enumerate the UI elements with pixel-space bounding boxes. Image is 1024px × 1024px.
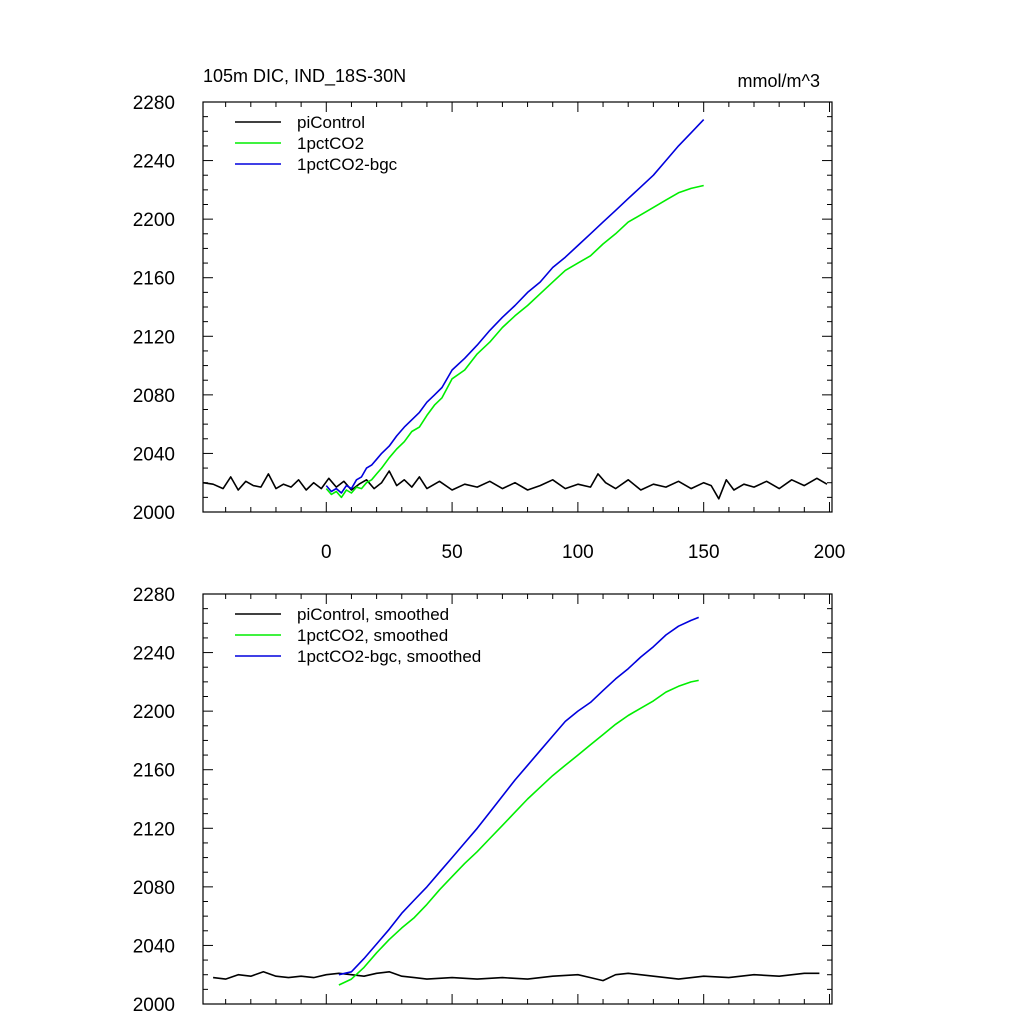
y-tick-label: 2280 bbox=[133, 93, 175, 114]
x-tick-label: 150 bbox=[688, 542, 720, 563]
x-tick-label: 50 bbox=[442, 542, 463, 563]
y-tick-label: 2240 bbox=[133, 644, 175, 665]
legend-label: 1pctCO2-bgc, smoothed bbox=[297, 647, 481, 666]
y-tick-label: 2200 bbox=[133, 702, 175, 723]
units-label: mmol/m^3 bbox=[738, 71, 820, 91]
y-tick-label: 2280 bbox=[133, 585, 175, 606]
legend-label: 1pctCO2 bbox=[297, 134, 364, 153]
y-tick-label: 2200 bbox=[133, 210, 175, 231]
legend-label: piControl bbox=[297, 113, 365, 132]
series-line-1pctco2-bgc-smoothed bbox=[338, 616, 699, 976]
series-line-picontrol-smoothed bbox=[213, 970, 820, 982]
y-tick-label: 2240 bbox=[133, 152, 175, 173]
legend-label: piControl, smoothed bbox=[297, 605, 449, 624]
y-tick-label: 2040 bbox=[133, 936, 175, 957]
series-line-picontrol bbox=[202, 470, 828, 500]
y-tick-label: 2160 bbox=[133, 761, 175, 782]
x-tick-label: 0 bbox=[321, 542, 332, 563]
y-tick-label: 2080 bbox=[133, 878, 175, 899]
y-tick-label: 2160 bbox=[133, 269, 175, 290]
x-tick-label: 200 bbox=[814, 542, 846, 563]
y-tick-label: 2120 bbox=[133, 327, 175, 348]
series-line-1pctco2 bbox=[325, 184, 704, 499]
series-line-1pctco2-smoothed bbox=[338, 679, 699, 986]
legend-label: 1pctCO2, smoothed bbox=[297, 626, 448, 645]
series-line-1pctco2-bgc bbox=[325, 119, 705, 494]
x-tick-label: 100 bbox=[562, 542, 594, 563]
y-tick-label: 2000 bbox=[133, 995, 175, 1016]
y-tick-label: 2040 bbox=[133, 444, 175, 465]
panel-top: 0 50 100 150 200 2000 2040 2080 2120 2160 2200 2240… bbox=[133, 93, 846, 563]
y-tick-label: 2120 bbox=[133, 819, 175, 840]
legend-label: 1pctCO2-bgc bbox=[297, 155, 398, 174]
y-tick-label: 2080 bbox=[133, 386, 175, 407]
panel-bottom: 2000 2040 2080 2120 2160 2200 2240 2280 piContro… bbox=[133, 585, 833, 1016]
figure-title: 105m DIC, IND_18S-30N bbox=[203, 66, 406, 87]
y-tick-label: 2000 bbox=[133, 503, 175, 524]
